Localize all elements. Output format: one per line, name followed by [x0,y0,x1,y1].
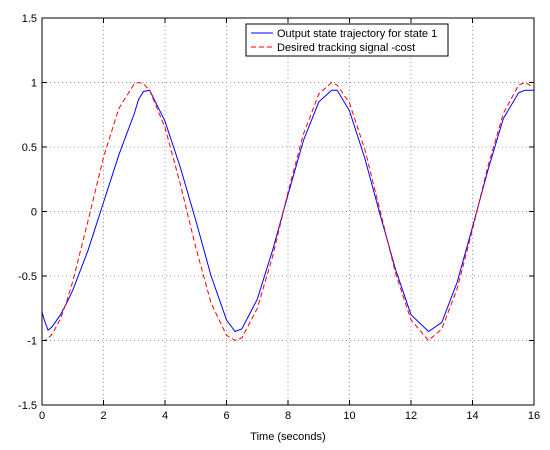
x-tick-label: 16 [528,410,540,422]
legend-label-output-state: Output state trajectory for state 1 [277,28,437,40]
x-tick-label: 8 [285,410,291,422]
x-tick-label: 14 [466,410,478,422]
y-tick-label: 0.5 [22,142,37,154]
legend-box [245,23,449,57]
x-tick-label: 2 [100,410,106,422]
legend-label-desired-signal: Desired tracking signal -cost [277,42,415,54]
grid-lines [42,18,534,405]
x-tick-labels: 0 2 4 6 8 10 12 14 16 [39,410,540,422]
tick-marks [41,17,535,406]
legend: Output state trajectory for state 1 Desi… [245,23,449,57]
series-line-1 [42,81,535,342]
series-line-0 [41,89,534,333]
x-tick-label: 4 [162,410,168,422]
x-tick-label: 6 [223,410,229,422]
y-tick-labels: -1.5 -1 -0.5 0 0.5 1 1.5 [18,13,37,412]
y-tick-label: 0 [31,207,37,219]
x-tick-label: 12 [405,410,417,422]
y-tick-label: -1 [27,336,37,348]
x-tick-label: 10 [343,410,355,422]
x-tick-label: 0 [39,410,45,422]
series-lines [41,81,535,342]
x-axis-label: Time (seconds) [250,431,325,443]
y-tick-label: 1.5 [22,13,37,25]
y-tick-label: -0.5 [18,271,37,283]
y-tick-label: 1 [31,78,37,90]
y-tick-label: -1.5 [18,400,37,412]
